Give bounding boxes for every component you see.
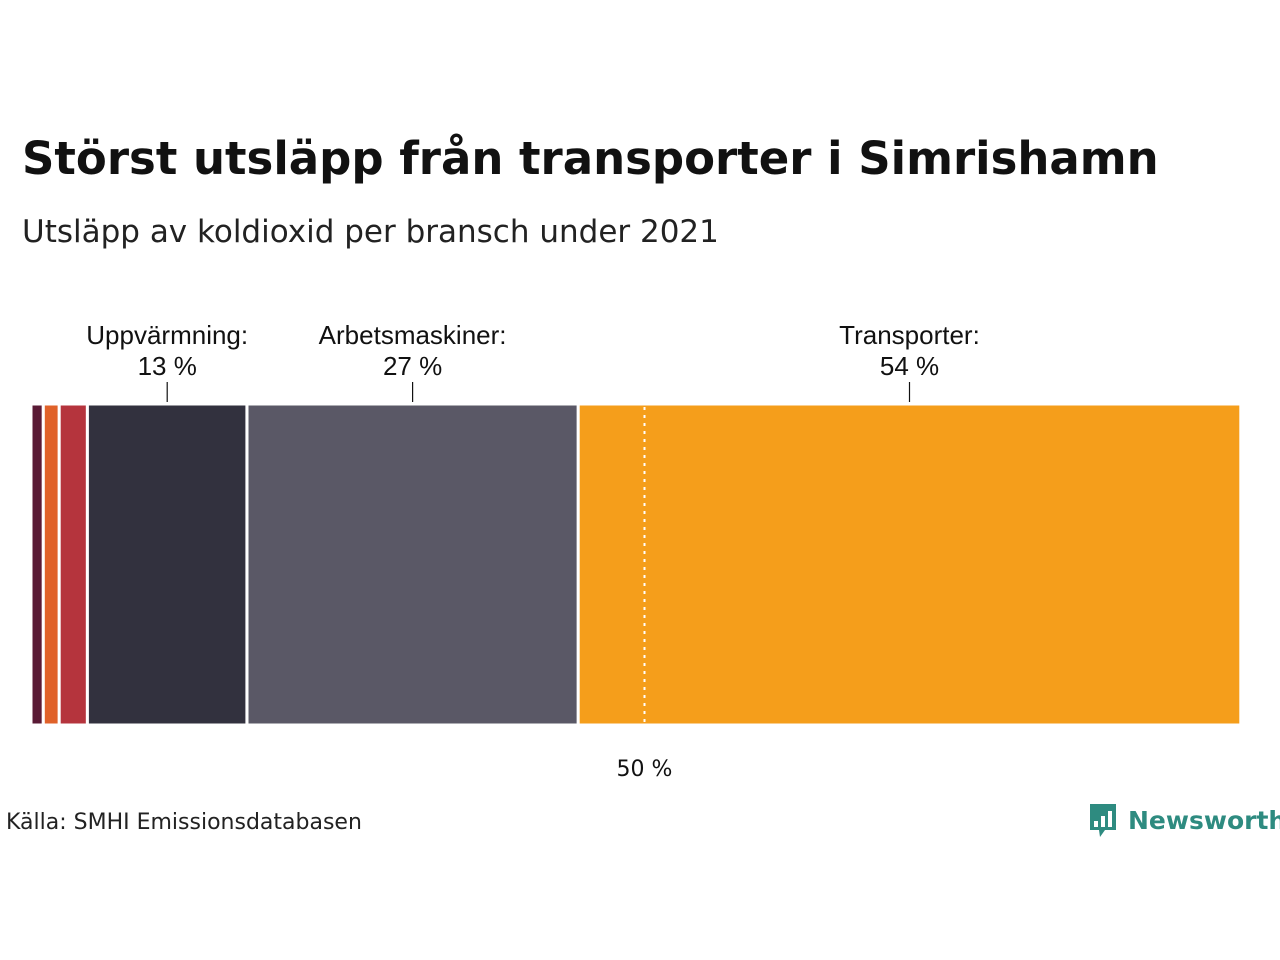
segment-value-label-arbetsmaskiner: 27 % — [383, 351, 442, 381]
segment-label-uppvärmning: Uppvärmning: — [86, 320, 248, 350]
chart-title: Störst utsläpp från transporter i Simris… — [22, 132, 1159, 185]
segment-value-label-transporter: 54 % — [880, 351, 939, 381]
chart-subtitle: Utsläpp av koldioxid per bransch under 2… — [22, 214, 719, 250]
segment-value-label-uppvärmning: 13 % — [138, 351, 197, 381]
bar-segment-small-2 — [41, 402, 61, 727]
brand-logo: Newsworthy — [1088, 802, 1280, 838]
brand-name: Newsworthy — [1128, 805, 1280, 835]
reference-line-label: 50 % — [617, 757, 673, 782]
newsworthy-logo-icon — [1090, 804, 1116, 837]
bar-segment-transporter — [576, 402, 1243, 727]
segment-label-transporter: Transporter: — [839, 320, 980, 350]
bar-segment-small-1 — [29, 402, 45, 727]
stacked-bar-chart: Uppvärmning:13 % Arbetsmaskiner:27 % Trans… — [29, 320, 1243, 782]
segment-label-arbetsmaskiner: Arbetsmaskiner: — [319, 320, 507, 350]
bar-segment-small-3 — [57, 402, 89, 727]
bar-segment-uppvärmning — [85, 402, 249, 727]
source-note: Källa: SMHI Emissionsdatabasen — [6, 810, 362, 835]
bar-segment-arbetsmaskiner — [245, 402, 580, 727]
